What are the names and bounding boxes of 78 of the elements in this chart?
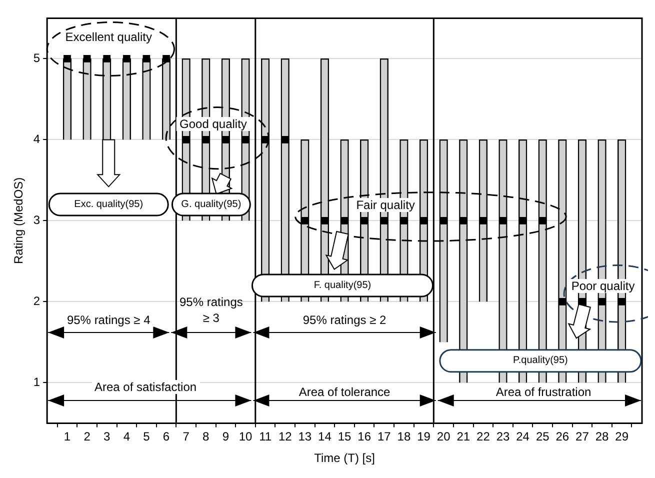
x-tick-label: 20 — [436, 430, 451, 444]
x-tick-label: 26 — [556, 430, 570, 444]
x-tick-label: 27 — [576, 430, 590, 444]
x-tick-label: 15 — [338, 430, 352, 444]
x-tick-label: 28 — [595, 430, 610, 444]
point — [301, 217, 309, 224]
x-tick-label: 8 — [202, 430, 210, 444]
x-tick-label: 16 — [358, 430, 372, 444]
point — [162, 55, 170, 62]
point — [538, 217, 546, 224]
y-axis-title: Rating (MedOS) — [12, 177, 26, 264]
annotation: 95% ratings ≥ 4 — [64, 312, 154, 327]
x-tick-label: 2 — [84, 430, 91, 444]
annotation: Area of satisfaction — [92, 380, 200, 394]
point — [360, 217, 368, 224]
point — [83, 55, 91, 62]
point — [103, 55, 111, 62]
annotation: Excellent quality — [64, 30, 153, 44]
x-tick-label: 3 — [104, 430, 111, 444]
x-tick-label: 23 — [496, 430, 510, 444]
annotation: F. quality(95) — [312, 278, 372, 292]
x-tick-label: 9 — [222, 430, 230, 444]
point — [242, 136, 250, 144]
point — [122, 55, 130, 62]
annotation: Exc. quality(95) — [73, 198, 144, 212]
x-tick-label: 18 — [397, 430, 411, 444]
point — [558, 298, 566, 306]
point — [440, 217, 448, 224]
annotation: P.quality(95) — [512, 354, 569, 368]
point — [519, 217, 526, 224]
x-tick-label: 10 — [238, 430, 252, 444]
x-tick-label: 4 — [123, 430, 130, 444]
annotation: 95% ratings ≥ 2 — [300, 312, 390, 327]
point — [64, 55, 71, 62]
point — [340, 217, 348, 224]
x-tick-label: 25 — [536, 430, 550, 444]
annotation: 95% ratings ≥ 3 — [178, 294, 244, 326]
annotation: Good quality — [176, 116, 250, 130]
point — [598, 298, 606, 306]
point — [480, 217, 487, 224]
x-tick-label: 22 — [476, 430, 490, 444]
point — [420, 217, 428, 224]
x-tick-label: 12 — [278, 430, 292, 444]
x-tick-label: 29 — [615, 430, 629, 444]
point — [142, 55, 150, 62]
x-tick-label: 21 — [456, 430, 470, 444]
x-tick-label: 6 — [162, 430, 170, 444]
x-tick-label: 14 — [318, 430, 332, 444]
point — [202, 136, 210, 144]
point — [182, 136, 190, 144]
annotation: Poor quality — [568, 278, 638, 292]
point — [400, 217, 408, 224]
x-axis-title: Time (T) [s] — [314, 451, 375, 466]
y-tick-label: 3 — [33, 213, 40, 228]
x-tick-label: 5 — [143, 430, 150, 444]
x-tick-label: 11 — [259, 430, 272, 444]
x-tick-label: 13 — [298, 430, 312, 444]
point — [618, 298, 626, 306]
point — [222, 136, 230, 144]
point — [499, 217, 507, 224]
point — [380, 217, 388, 224]
point — [321, 217, 328, 224]
annotation: Fair quality — [353, 198, 418, 212]
y-tick-label: 5 — [33, 51, 40, 66]
x-tick-label: 17 — [377, 430, 392, 444]
y-tick-label: 2 — [33, 294, 40, 308]
point — [578, 298, 586, 306]
x-tick-label: 1 — [64, 430, 71, 444]
annotation: G. quality(95) — [180, 198, 242, 212]
y-tick-label: 1 — [33, 375, 40, 390]
y-tick-label: 4 — [33, 132, 40, 146]
annotation: Area of tolerance — [296, 385, 394, 400]
annotation: Area of frustration — [492, 385, 594, 400]
point — [281, 136, 289, 144]
point — [460, 217, 468, 224]
x-tick-label: 24 — [516, 430, 530, 444]
x-tick-label: 19 — [417, 430, 431, 444]
x-tick-label: 7 — [182, 430, 190, 444]
